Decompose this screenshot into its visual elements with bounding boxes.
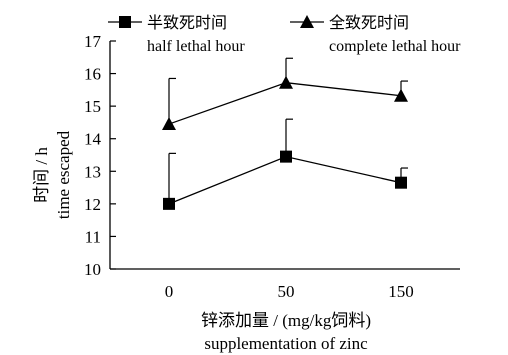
y-axis-title: 时间 / h time escaped [32,130,73,219]
x-tick-label: 150 [388,282,414,301]
data-point-square [395,176,407,189]
legend: 半致死时间 half lethal hour 全致死时间 complete le… [108,14,461,55]
data-point-triangle [279,75,293,89]
series-half-lethal [163,118,408,210]
y-tick-label: 13 [84,162,101,181]
data-point-triangle [394,88,408,102]
legend-marker-square [119,16,131,28]
y-tick-label: 16 [84,65,101,84]
series-layer [162,57,408,210]
y-tick-label: 12 [84,195,101,214]
series-line [168,82,402,125]
data-point-square [280,150,292,163]
data-point-triangle [162,117,176,131]
y-axis-title-zh: 时间 / h [32,147,51,203]
y-tick-label: 11 [85,227,101,246]
y-axis-title-en: time escaped [54,130,73,219]
x-axis-title-zh: 锌添加量 / (mg/kg饲料) [201,311,371,330]
legend-marker-triangle [300,15,314,28]
y-ticks: 10 11 12 13 14 15 16 17 [84,32,116,279]
data-point-square [163,197,175,210]
legend-label-half-zh: 半致死时间 [147,14,227,32]
series-line [168,155,402,205]
y-tick-label: 14 [84,130,102,149]
axes [109,41,460,270]
legend-label-complete-zh: 全致死时间 [329,14,409,32]
legend-label-complete-en: complete lethal hour [329,38,461,55]
x-tick-label: 50 [278,282,295,301]
x-tick-label: 0 [165,282,174,301]
y-tick-label: 17 [84,32,102,51]
x-axis-title-en: supplementation of zinc [204,334,368,353]
series-complete-lethal [162,57,408,131]
y-tick-label: 10 [84,260,101,279]
x-ticks: 0 50 150 [165,282,414,301]
legend-label-half-en: half lethal hour [147,38,245,55]
y-tick-label: 15 [84,97,101,116]
